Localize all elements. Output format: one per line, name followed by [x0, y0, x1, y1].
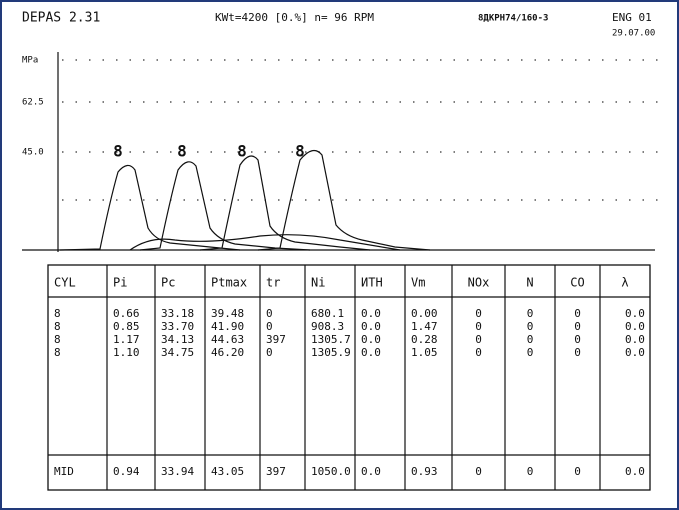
- column-header: N: [526, 276, 533, 290]
- cell: 0.0: [625, 346, 645, 359]
- cell: 0.0: [361, 307, 381, 320]
- cell: 0.85: [113, 320, 140, 333]
- cell: 34.13: [161, 333, 194, 346]
- cell: 0: [527, 346, 534, 359]
- cell: 680.1: [311, 307, 344, 320]
- mid-cell: 0.0: [625, 465, 645, 478]
- cell: 397: [266, 333, 286, 346]
- column-header: ИТН: [361, 276, 383, 290]
- column-header: NOx: [468, 276, 490, 290]
- mid-cell: 43.05: [211, 465, 244, 478]
- cell: 0: [574, 307, 581, 320]
- cell: 1.10: [113, 346, 140, 359]
- program: DEPAS 2.31: [22, 11, 100, 26]
- cell: 33.70: [161, 320, 194, 333]
- mid-cell: 397: [266, 465, 286, 478]
- cell: 1.47: [411, 320, 438, 333]
- residual-curve: [129, 234, 401, 251]
- cell: 0: [475, 346, 482, 359]
- cell: 0.0: [361, 346, 381, 359]
- engine: 8ДКРН74/160-3: [478, 14, 548, 24]
- cell: 0: [266, 346, 273, 359]
- cell: 39.48: [211, 307, 244, 320]
- mid-cell: 0: [527, 465, 534, 478]
- cell: 0: [475, 320, 482, 333]
- cell: 34.75: [161, 346, 194, 359]
- column-header: tr: [266, 276, 280, 290]
- cell: 1.05: [411, 346, 438, 359]
- cell: 0: [527, 307, 534, 320]
- cell: 0: [266, 307, 273, 320]
- column-header: λ: [621, 276, 628, 290]
- cell: 0: [266, 320, 273, 333]
- cell: 0: [475, 333, 482, 346]
- mid-cell: 0.93: [411, 465, 438, 478]
- cell: 0.0: [625, 320, 645, 333]
- cell: 0.0: [361, 320, 381, 333]
- column-header: Ptmax: [211, 276, 247, 290]
- code: ENG 01: [612, 11, 652, 24]
- cell: 33.18: [161, 307, 194, 320]
- cell: 0: [527, 320, 534, 333]
- column-header: Pi: [113, 276, 127, 290]
- cell: 1.17: [113, 333, 140, 346]
- cell: 1305.9: [311, 346, 351, 359]
- cell: 46.20: [211, 346, 244, 359]
- level: 62.5: [22, 98, 44, 108]
- column-header: Vm: [411, 276, 425, 290]
- cell: 8: [54, 333, 61, 346]
- mid-cell: 0.0: [361, 465, 381, 478]
- cell: 0.00: [411, 307, 438, 320]
- curve-label: 8: [177, 142, 187, 161]
- pressure-curve: [199, 155, 371, 251]
- table-frame: [47, 264, 651, 491]
- date: 29.07.00: [612, 29, 655, 39]
- mid-cell: 0: [574, 465, 581, 478]
- cell: 0: [527, 333, 534, 346]
- cell: 8: [54, 307, 61, 320]
- pressure-curve: [257, 149, 431, 251]
- cell: 8: [54, 320, 61, 333]
- column-header: Ni: [311, 276, 325, 290]
- cell: 0: [574, 320, 581, 333]
- cell: 0.66: [113, 307, 140, 320]
- level: 45.0: [22, 148, 44, 158]
- mid-cell: 33.94: [161, 465, 194, 478]
- cell: 0.28: [411, 333, 438, 346]
- cell: 41.90: [211, 320, 244, 333]
- cell: 8: [54, 346, 61, 359]
- mid-cell: 1050.0: [311, 465, 351, 478]
- mid-cell: 0: [475, 465, 482, 478]
- cell: 0.0: [625, 307, 645, 320]
- mid-cell: MID: [54, 465, 74, 478]
- load: KWt=4200 [0.%] n= 96 RPM: [215, 11, 374, 24]
- cell: 908.3: [311, 320, 344, 333]
- cell: 0.0: [361, 333, 381, 346]
- column-header: CYL: [54, 276, 76, 290]
- curve-label: 8: [113, 142, 123, 161]
- curve-label: 8: [237, 142, 247, 161]
- mid-cell: 0.94: [113, 465, 140, 478]
- cell: 0: [574, 333, 581, 346]
- column-header: Pc: [161, 276, 175, 290]
- cell: 0: [574, 346, 581, 359]
- cell: 0: [475, 307, 482, 320]
- cell: 44.63: [211, 333, 244, 346]
- curve-label: 8: [295, 142, 305, 161]
- unit: MPa: [22, 56, 38, 66]
- column-header: CO: [570, 276, 584, 290]
- cell: 1305.7: [311, 333, 351, 346]
- cell: 0.0: [625, 333, 645, 346]
